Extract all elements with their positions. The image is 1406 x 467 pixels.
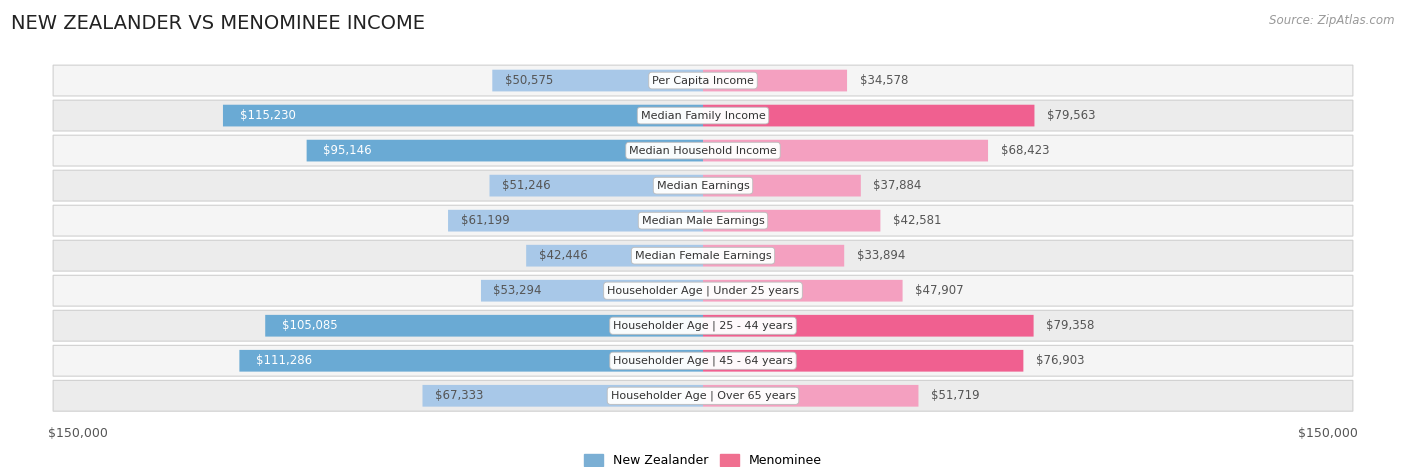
- Text: $34,578: $34,578: [859, 74, 908, 87]
- FancyBboxPatch shape: [307, 140, 703, 162]
- Text: $51,246: $51,246: [502, 179, 551, 192]
- FancyBboxPatch shape: [266, 315, 703, 337]
- Text: $50,575: $50,575: [505, 74, 553, 87]
- Text: Householder Age | Over 65 years: Householder Age | Over 65 years: [610, 390, 796, 401]
- FancyBboxPatch shape: [526, 245, 703, 267]
- Legend: New Zealander, Menominee: New Zealander, Menominee: [579, 449, 827, 467]
- FancyBboxPatch shape: [53, 311, 1353, 341]
- Text: $67,333: $67,333: [434, 389, 484, 402]
- Text: $105,085: $105,085: [281, 319, 337, 332]
- FancyBboxPatch shape: [703, 385, 918, 407]
- Text: $111,286: $111,286: [256, 354, 312, 367]
- Text: $76,903: $76,903: [1036, 354, 1084, 367]
- FancyBboxPatch shape: [53, 170, 1353, 201]
- FancyBboxPatch shape: [422, 385, 703, 407]
- FancyBboxPatch shape: [489, 175, 703, 197]
- Text: $61,199: $61,199: [461, 214, 509, 227]
- Text: Median Female Earnings: Median Female Earnings: [634, 251, 772, 261]
- FancyBboxPatch shape: [703, 140, 988, 162]
- Text: Median Household Income: Median Household Income: [628, 146, 778, 156]
- Text: $42,581: $42,581: [893, 214, 942, 227]
- Text: $115,230: $115,230: [239, 109, 295, 122]
- FancyBboxPatch shape: [239, 350, 703, 372]
- FancyBboxPatch shape: [53, 240, 1353, 271]
- Text: $37,884: $37,884: [873, 179, 922, 192]
- Text: $53,294: $53,294: [494, 284, 541, 297]
- Text: $42,446: $42,446: [538, 249, 588, 262]
- Text: $79,358: $79,358: [1046, 319, 1094, 332]
- FancyBboxPatch shape: [703, 315, 1033, 337]
- FancyBboxPatch shape: [703, 105, 1035, 127]
- Text: NEW ZEALANDER VS MENOMINEE INCOME: NEW ZEALANDER VS MENOMINEE INCOME: [11, 14, 425, 33]
- FancyBboxPatch shape: [703, 280, 903, 302]
- Text: Source: ZipAtlas.com: Source: ZipAtlas.com: [1270, 14, 1395, 27]
- Text: $79,563: $79,563: [1047, 109, 1095, 122]
- FancyBboxPatch shape: [492, 70, 703, 92]
- FancyBboxPatch shape: [224, 105, 703, 127]
- Text: Median Male Earnings: Median Male Earnings: [641, 216, 765, 226]
- Text: Householder Age | 25 - 44 years: Householder Age | 25 - 44 years: [613, 320, 793, 331]
- FancyBboxPatch shape: [703, 350, 1024, 372]
- FancyBboxPatch shape: [53, 346, 1353, 376]
- Text: $47,907: $47,907: [915, 284, 963, 297]
- FancyBboxPatch shape: [703, 175, 860, 197]
- Text: Per Capita Income: Per Capita Income: [652, 76, 754, 85]
- Text: Householder Age | Under 25 years: Householder Age | Under 25 years: [607, 285, 799, 296]
- FancyBboxPatch shape: [53, 100, 1353, 131]
- FancyBboxPatch shape: [53, 65, 1353, 96]
- Text: $95,146: $95,146: [323, 144, 373, 157]
- Text: $68,423: $68,423: [1001, 144, 1049, 157]
- FancyBboxPatch shape: [53, 205, 1353, 236]
- FancyBboxPatch shape: [481, 280, 703, 302]
- Text: Median Family Income: Median Family Income: [641, 111, 765, 120]
- Text: Householder Age | 45 - 64 years: Householder Age | 45 - 64 years: [613, 355, 793, 366]
- FancyBboxPatch shape: [449, 210, 703, 232]
- FancyBboxPatch shape: [703, 210, 880, 232]
- FancyBboxPatch shape: [53, 135, 1353, 166]
- FancyBboxPatch shape: [703, 245, 844, 267]
- FancyBboxPatch shape: [53, 380, 1353, 411]
- Text: $33,894: $33,894: [856, 249, 905, 262]
- Text: Median Earnings: Median Earnings: [657, 181, 749, 191]
- FancyBboxPatch shape: [703, 70, 846, 92]
- FancyBboxPatch shape: [53, 275, 1353, 306]
- Text: $51,719: $51,719: [931, 389, 980, 402]
